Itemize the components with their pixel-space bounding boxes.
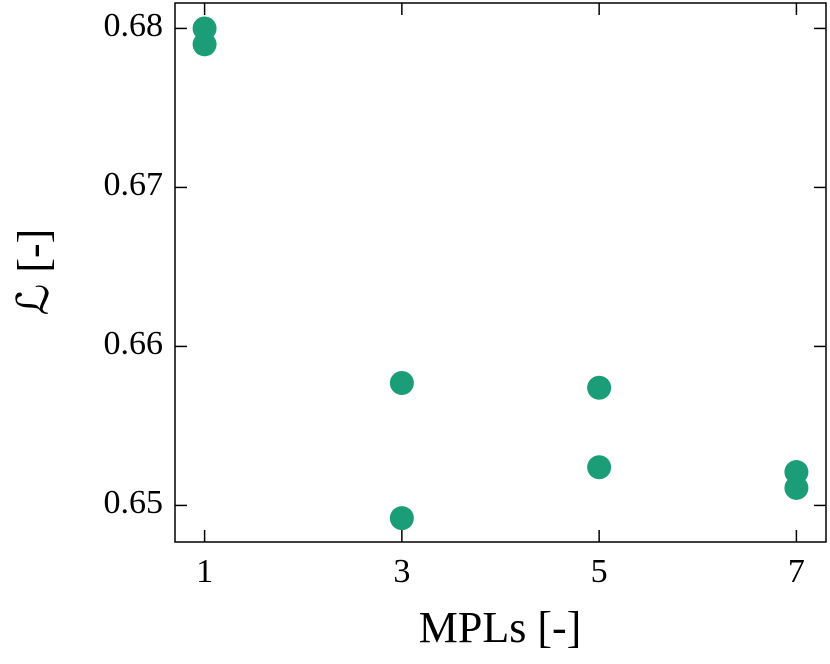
point	[389, 371, 414, 396]
plot-frame	[174, 2, 827, 543]
point	[587, 455, 612, 480]
y-tick-label: 0.67	[104, 166, 164, 203]
y-tick-label: 0.68	[104, 7, 164, 44]
point	[784, 475, 809, 500]
x-tick-label: 7	[788, 553, 805, 590]
point	[587, 375, 612, 400]
y-tick-label: 0.65	[104, 484, 164, 521]
point	[389, 506, 414, 531]
y-tick-label: 0.66	[104, 325, 164, 362]
x-axis-label: MPLs [-]	[419, 603, 582, 652]
x-tick-label: 5	[591, 553, 608, 590]
point	[192, 32, 217, 57]
y-axis-label: ℒ [-]	[9, 229, 58, 316]
x-tick-label: 1	[196, 553, 213, 590]
x-tick-label: 3	[393, 553, 410, 590]
